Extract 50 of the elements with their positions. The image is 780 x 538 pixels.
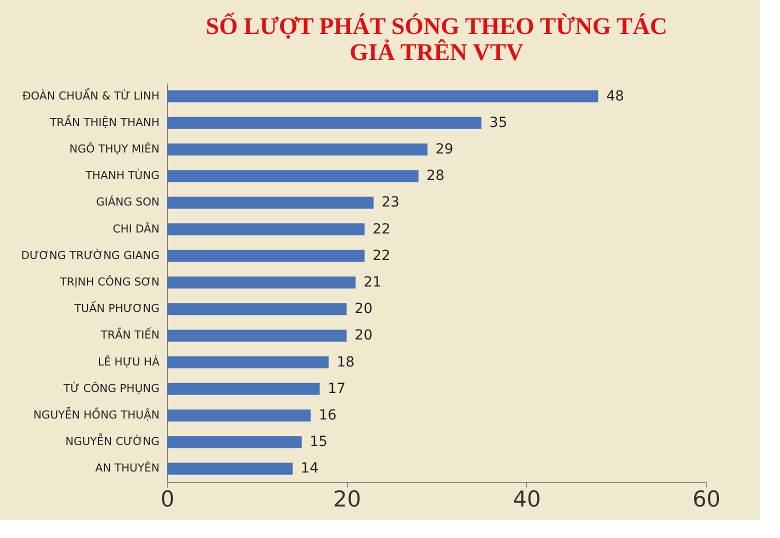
data-label: 17	[328, 380, 346, 397]
bar	[167, 382, 320, 395]
y-tick-label: DƯƠNG TRƯỜNG GIANG	[21, 248, 160, 262]
data-label: 23	[382, 194, 400, 211]
y-tick-label: TRỊNH CÔNG SƠN	[59, 274, 160, 288]
y-tick-label: CHI DÂN	[112, 221, 160, 236]
y-tick-label: GIÁNG SON	[96, 194, 160, 209]
y-tick-label: TRẦN TIẾN	[100, 326, 160, 342]
bar	[167, 462, 293, 475]
bar	[167, 356, 329, 368]
y-tick-label: NGUYỄN HỒNG THUẬN	[33, 406, 160, 422]
data-label: 14	[300, 460, 319, 477]
bar	[167, 196, 374, 209]
data-label: 22	[372, 221, 390, 238]
x-tick-label: 40	[512, 488, 541, 512]
y-tick-label: TUẤN PHƯƠNG	[73, 300, 160, 316]
data-label: 20	[354, 328, 372, 344]
data-label: 48	[606, 88, 624, 104]
bar	[167, 410, 311, 422]
data-label: 35	[489, 114, 508, 131]
bar	[167, 116, 482, 129]
bar	[167, 170, 419, 182]
data-label: 22	[372, 248, 390, 264]
data-label: 29	[436, 142, 454, 158]
bar	[167, 330, 347, 342]
y-tick-label: TỪ CÔNG PHỤNG	[62, 380, 160, 395]
y-tick-label: LÊ HỰU HÀ	[98, 354, 160, 368]
data-label: 28	[426, 168, 444, 184]
data-label: 15	[310, 434, 328, 450]
data-label: 20	[354, 301, 372, 318]
bar	[167, 303, 347, 316]
chart-title: SỐ LƯỢT PHÁT SÓNG THEO TỪNG TÁC GIẢ TRÊN VTV	[206, 12, 668, 66]
x-tick-label: 60	[692, 488, 720, 512]
y-tick-label: NGÔ THỤY MIÊN	[69, 142, 160, 156]
y-tick-label: TRẦN THIỆN THANH	[48, 114, 160, 129]
y-tick-label: THANH TÙNG	[84, 168, 160, 182]
y-tick-label: NGUYỄN CƯỜNG	[65, 433, 160, 448]
bar	[167, 144, 428, 156]
bar	[167, 436, 302, 448]
data-label: 21	[364, 274, 382, 290]
bar	[167, 223, 365, 236]
y-tick-label: ĐOÀN CHUẨN & TỪ LINH	[22, 87, 160, 102]
x-tick-label: 0	[160, 488, 174, 512]
x-tick-label: 20	[333, 488, 362, 512]
y-tick-label: AN THUYÊN	[95, 460, 160, 475]
bar	[167, 90, 598, 102]
data-label: 16	[318, 408, 337, 424]
data-label: 18	[336, 354, 355, 370]
bar	[167, 250, 365, 262]
bar	[167, 276, 356, 288]
